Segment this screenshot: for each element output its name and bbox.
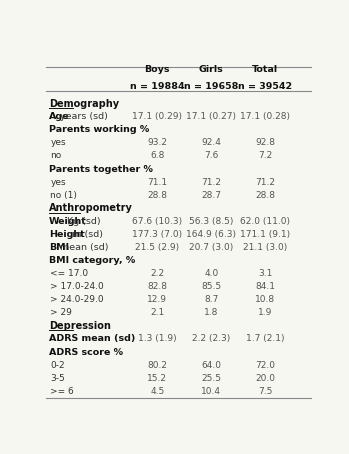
Text: 1.3 (1.9): 1.3 (1.9) [138,335,177,343]
Text: Girls: Girls [199,64,224,74]
Text: Demography: Demography [49,99,119,109]
Text: 72.0: 72.0 [255,360,275,370]
Text: n = 39542: n = 39542 [238,82,292,91]
Text: Parents together %: Parents together % [49,164,153,173]
Text: 20.7 (3.0): 20.7 (3.0) [189,243,233,252]
Text: 15.2: 15.2 [147,374,167,383]
Text: 64.0: 64.0 [201,360,221,370]
Text: <= 17.0: <= 17.0 [50,269,89,278]
Text: Anthropometry: Anthropometry [49,203,133,213]
Text: ADRS score %: ADRS score % [49,347,123,356]
Text: 7.6: 7.6 [204,152,218,160]
Text: 4.0: 4.0 [204,269,218,278]
Text: Height: Height [49,230,85,239]
Text: 4.5: 4.5 [150,387,164,396]
Text: yes: yes [50,138,66,148]
Text: Age: Age [49,112,69,121]
Text: 28.8: 28.8 [255,191,275,200]
Text: Boys: Boys [144,64,170,74]
Text: BMI: BMI [49,243,69,252]
Text: 12.9: 12.9 [147,295,167,304]
Text: 3.1: 3.1 [258,269,273,278]
Text: yes: yes [50,178,66,187]
Text: no (1): no (1) [50,191,77,200]
Text: 93.2: 93.2 [147,138,167,148]
Text: 0-2: 0-2 [50,360,65,370]
Text: >= 6: >= 6 [50,387,74,396]
Text: 17.1 (0.27): 17.1 (0.27) [186,112,236,121]
Text: > 29: > 29 [50,308,72,317]
Text: cm (sd): cm (sd) [65,230,103,239]
Text: 56.3 (8.5): 56.3 (8.5) [189,217,233,226]
Text: 3-5: 3-5 [50,374,65,383]
Text: 28.7: 28.7 [201,191,221,200]
Text: ADRS mean (sd): ADRS mean (sd) [49,335,135,343]
Text: Total: Total [252,64,279,74]
Text: Weight: Weight [49,217,87,226]
Text: 17.1 (0.29): 17.1 (0.29) [132,112,182,121]
Text: 17.1 (0.28): 17.1 (0.28) [240,112,290,121]
Text: 25.5: 25.5 [201,374,221,383]
Text: > 24.0-29.0: > 24.0-29.0 [50,295,104,304]
Text: 177.3 (7.0): 177.3 (7.0) [132,230,182,239]
Text: 71.1: 71.1 [147,178,167,187]
Text: 62.0 (11.0): 62.0 (11.0) [240,217,290,226]
Text: 71.2: 71.2 [201,178,221,187]
Text: no: no [50,152,62,160]
Text: 7.5: 7.5 [258,387,273,396]
Text: 1.7 (2.1): 1.7 (2.1) [246,335,285,343]
Text: 80.2: 80.2 [147,360,167,370]
Text: 2.2: 2.2 [150,269,164,278]
Text: 84.1: 84.1 [255,282,275,291]
Text: 92.4: 92.4 [201,138,221,148]
Text: 85.5: 85.5 [201,282,221,291]
Text: years (sd): years (sd) [57,112,107,121]
Text: > 17.0-24.0: > 17.0-24.0 [50,282,104,291]
Text: Depression: Depression [49,321,111,331]
Text: 6.8: 6.8 [150,152,164,160]
Text: 20.0: 20.0 [255,374,275,383]
Text: 8.7: 8.7 [204,295,218,304]
Text: n = 19658: n = 19658 [184,82,238,91]
Text: 28.8: 28.8 [147,191,167,200]
Text: 71.2: 71.2 [255,178,275,187]
Text: 7.2: 7.2 [258,152,273,160]
Text: Kg (sd): Kg (sd) [65,217,101,226]
Text: 10.4: 10.4 [201,387,221,396]
Text: 21.1 (3.0): 21.1 (3.0) [243,243,288,252]
Text: 2.1: 2.1 [150,308,164,317]
Text: mean (sd): mean (sd) [57,243,108,252]
Text: 2.2 (2.3): 2.2 (2.3) [192,335,230,343]
Text: n = 19884: n = 19884 [130,82,185,91]
Text: 82.8: 82.8 [147,282,167,291]
Text: Parents working %: Parents working % [49,125,149,134]
Text: 92.8: 92.8 [255,138,275,148]
Text: 67.6 (10.3): 67.6 (10.3) [132,217,182,226]
Text: 10.8: 10.8 [255,295,275,304]
Text: 1.8: 1.8 [204,308,218,317]
Text: BMI category, %: BMI category, % [49,256,135,265]
Text: 171.1 (9.1): 171.1 (9.1) [240,230,290,239]
Text: 1.9: 1.9 [258,308,273,317]
Text: 21.5 (2.9): 21.5 (2.9) [135,243,179,252]
Text: 164.9 (6.3): 164.9 (6.3) [186,230,236,239]
